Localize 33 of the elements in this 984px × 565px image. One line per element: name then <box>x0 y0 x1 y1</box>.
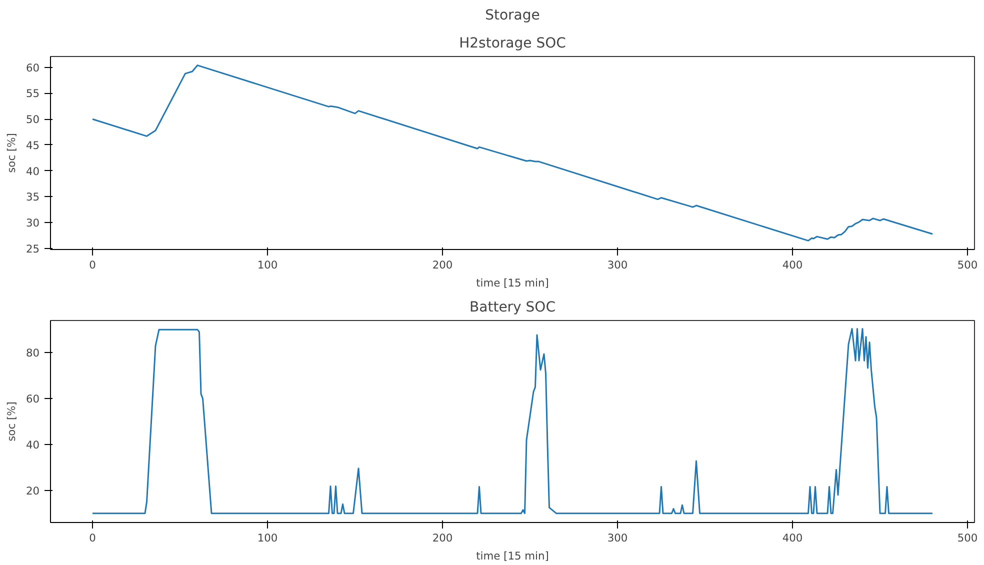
x-tick-label: 400 <box>782 258 803 272</box>
y-tick-label: 60 <box>26 392 40 406</box>
y-tick-label: 40 <box>26 164 40 178</box>
x-tick-label: 500 <box>957 532 978 544</box>
x-tick-label: 300 <box>607 258 628 272</box>
chart-title: Battery SOC <box>470 300 556 316</box>
y-tick-label: 30 <box>26 216 40 230</box>
x-tick-label: 200 <box>432 532 453 544</box>
y-tick-label: 80 <box>26 346 40 360</box>
y-axis-title: soc [%] <box>4 133 18 173</box>
x-tick-label: 200 <box>432 258 453 272</box>
y-tick-label: 35 <box>26 190 40 204</box>
line-series <box>92 64 934 242</box>
x-tick-label: 100 <box>257 258 278 272</box>
y-tick-label: 20 <box>26 484 40 498</box>
x-tick-label: 0 <box>89 532 96 544</box>
x-tick-label: 0 <box>89 258 96 272</box>
y-tick-label: 25 <box>26 242 40 256</box>
y-axis-title: soc [%] <box>4 402 18 442</box>
y-tick-label: 60 <box>26 61 40 74</box>
x-tick-label: 300 <box>607 532 628 544</box>
chart-title: Storage <box>485 8 540 24</box>
y-tick-label: 45 <box>26 138 40 152</box>
x-tick-label: 500 <box>957 258 978 272</box>
x-axis-title: time [15 min] <box>476 276 549 290</box>
x-tick-label: 400 <box>782 532 803 544</box>
chart-subtitle: H2storage SOC <box>459 36 566 52</box>
y-tick-label: 50 <box>26 113 40 126</box>
line-series <box>92 328 934 514</box>
y-tick-label: 55 <box>26 87 40 100</box>
y-tick-label: 40 <box>26 438 40 452</box>
x-tick-label: 100 <box>257 532 278 544</box>
x-axis-title: time [15 min] <box>476 550 549 562</box>
